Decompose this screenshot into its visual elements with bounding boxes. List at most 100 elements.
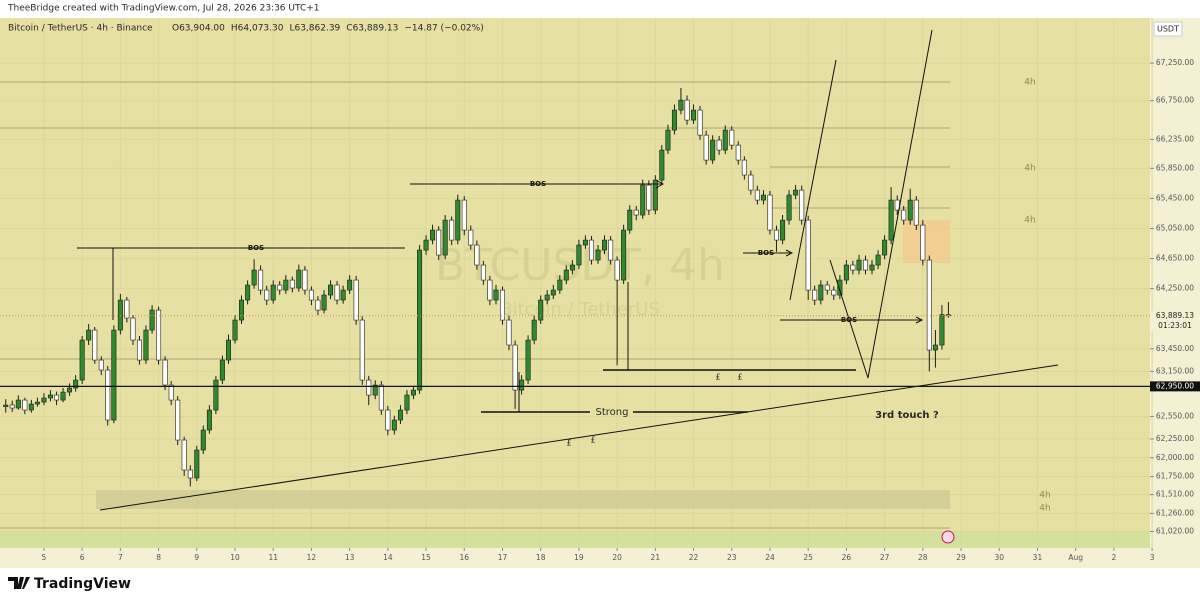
candle-body	[73, 379, 79, 389]
symbol: Bitcoin / TetherUS · 4h · Binance	[8, 24, 153, 34]
candle-body	[397, 409, 403, 421]
candle-body	[499, 289, 505, 321]
candle-body	[569, 264, 575, 271]
alert-icon[interactable]	[941, 530, 955, 544]
candle-body	[550, 289, 556, 296]
candle-body	[640, 184, 646, 216]
y-tick-label: 65,050.00	[1156, 223, 1194, 232]
candle-body	[722, 129, 728, 151]
ohlc-value: −14.87 (−0.02%)	[404, 24, 483, 34]
candle-body	[907, 199, 913, 221]
y-tick-label: 62,550.00	[1156, 411, 1194, 420]
candle-body	[799, 189, 805, 221]
candle-body	[315, 299, 321, 311]
candle-body	[760, 194, 766, 201]
candle-body	[54, 394, 60, 401]
annotation: 4h	[1024, 164, 1035, 174]
candle-body	[786, 194, 792, 221]
candle-body	[652, 179, 658, 211]
x-tick-label: Aug	[1068, 553, 1083, 562]
candle-body	[162, 359, 168, 386]
price-tag-label: 63,889.13	[1156, 311, 1194, 320]
candle-body	[850, 264, 856, 271]
candle-body	[812, 289, 818, 301]
candle-body	[862, 259, 868, 271]
y-tick-label: 63,150.00	[1156, 366, 1194, 375]
time-axis-panel	[0, 548, 1150, 568]
candle-body	[512, 344, 518, 391]
logo-mark	[8, 577, 30, 589]
candle-body	[340, 289, 346, 301]
candle-body	[105, 369, 111, 421]
price-tag-label: 62,950.00	[1156, 381, 1194, 390]
candle-body	[455, 199, 461, 241]
x-tick-label: 30	[994, 553, 1004, 562]
candle-body	[831, 289, 837, 296]
candle-body	[665, 129, 671, 151]
x-tick-label: 26	[842, 553, 852, 562]
candle-body	[741, 159, 747, 176]
candle-body	[735, 144, 741, 161]
candle-body	[143, 329, 149, 361]
candle-body	[226, 339, 232, 361]
candle-body	[296, 269, 302, 289]
candle-body	[277, 284, 283, 291]
candle-body	[404, 394, 410, 411]
x-tick-label: 18	[536, 553, 546, 562]
candle-body	[621, 229, 627, 281]
price-tag	[1150, 310, 1200, 331]
y-tick-label: 61,260.00	[1156, 508, 1194, 517]
x-tick-label: 10	[230, 553, 240, 562]
candle-body	[124, 299, 130, 319]
y-tick-label: 61,750.00	[1156, 472, 1194, 481]
currency-box[interactable]	[1153, 21, 1183, 37]
ohlc-value: O63,904.00	[172, 24, 225, 34]
candle-body	[926, 259, 932, 351]
annotation: 4h	[1024, 216, 1035, 226]
candle-body	[391, 419, 397, 431]
candle-body	[270, 284, 276, 301]
y-tick-label: 62,250.00	[1156, 434, 1194, 443]
candle-body	[251, 269, 257, 286]
annotation: BOS	[758, 249, 774, 257]
candle-body	[430, 229, 436, 241]
x-tick-label: 3	[1150, 553, 1155, 562]
candle-body	[366, 379, 372, 396]
candle-body	[213, 379, 219, 411]
candle-body	[283, 279, 289, 291]
candle-body	[347, 279, 353, 291]
brand: TradingView	[34, 576, 131, 592]
candle-body	[729, 129, 735, 146]
candle-body	[824, 284, 830, 291]
candle-body	[684, 99, 690, 121]
plot-background	[0, 18, 1150, 548]
candle-body	[519, 379, 525, 391]
y-tick-label: 63,450.00	[1156, 344, 1194, 353]
candle-body	[525, 339, 531, 381]
candle-body	[487, 279, 493, 301]
candle-body	[939, 314, 945, 346]
candle-body	[308, 289, 314, 301]
candle-body	[837, 279, 843, 296]
candle-body	[932, 344, 938, 351]
candle-body	[86, 329, 92, 341]
candle-body	[258, 269, 264, 291]
candle-body	[767, 194, 773, 231]
candle-body	[41, 397, 47, 403]
x-tick-label: 29	[956, 553, 966, 562]
candle-body	[748, 174, 754, 191]
candle-body	[506, 319, 512, 346]
candle-body	[493, 289, 499, 301]
candle-body	[264, 289, 270, 301]
annotation: 3rd touch ?	[875, 410, 939, 421]
annotation: £	[715, 373, 720, 382]
supply-zone	[903, 220, 950, 263]
candle-body	[168, 384, 174, 401]
candle-body	[194, 449, 200, 479]
x-tick-label: 19	[574, 553, 584, 562]
candle-body	[98, 359, 104, 371]
candle-body	[111, 329, 117, 421]
grid	[0, 18, 1153, 548]
candle-body	[3, 404, 9, 407]
